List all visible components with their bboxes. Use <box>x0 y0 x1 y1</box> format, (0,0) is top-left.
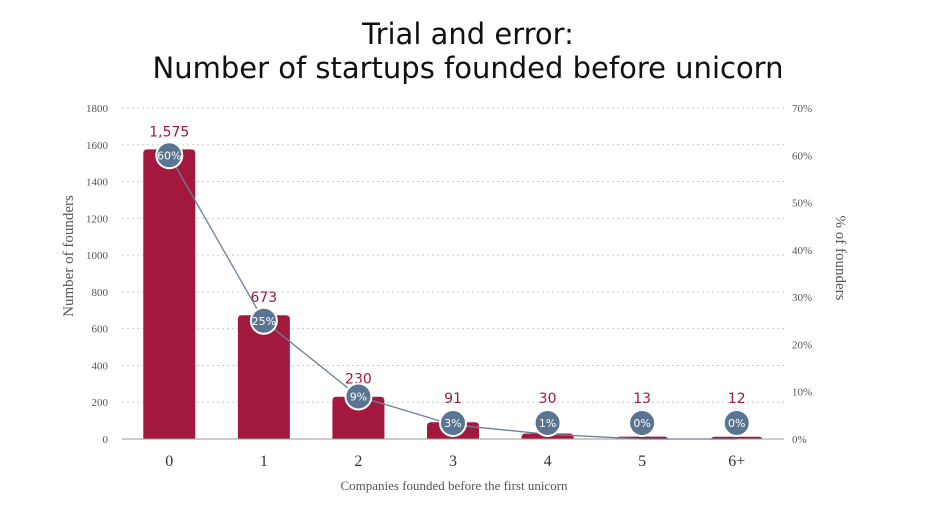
line-marker <box>722 409 751 437</box>
y-tick-label: 1600 <box>86 140 109 152</box>
bar-series: 1,575 673 230 91 30 13 12 <box>143 124 763 441</box>
x-tick-label: 4 <box>544 453 552 470</box>
marker-percent-label: 0% <box>728 417 745 430</box>
y2-axis-label: % of founders <box>832 216 848 301</box>
marker-percent-label: 25% <box>252 315 276 328</box>
y-tick-label: 1800 <box>86 103 109 115</box>
x-tick-label: 0 <box>165 453 173 470</box>
line-marker <box>628 409 657 437</box>
x-tick-label: 5 <box>638 453 646 470</box>
y2-tick-label: 10% <box>792 387 812 399</box>
y-tick-label: 200 <box>92 397 109 409</box>
line-marker <box>155 141 184 170</box>
bar-value-label: 30 <box>539 391 557 407</box>
y2-tick-label: 40% <box>792 245 812 257</box>
y-tick-label: 1400 <box>86 177 109 189</box>
chart-title-line-1: Trial and error: <box>361 17 574 51</box>
x-tick-label: 3 <box>449 453 457 470</box>
marker-percent-label: 1% <box>539 417 556 430</box>
y2-tick-label: 20% <box>792 339 812 351</box>
y2-tick-label: 70% <box>792 103 812 115</box>
y-tick-label: 1200 <box>86 213 109 225</box>
marker-percent-label: 0% <box>633 417 650 430</box>
x-tick-label: 1 <box>260 453 268 470</box>
x-axis-label: Companies founded before the first unico… <box>340 478 568 493</box>
marker-percent-label: 60% <box>157 149 181 162</box>
x-axis-ticks: 0 1 2 3 4 5 6+ <box>165 453 745 470</box>
y2-tick-label: 0% <box>792 434 807 446</box>
x-tick-label: 6+ <box>728 453 745 470</box>
bar-value-label: 12 <box>728 391 746 407</box>
bar-value-label: 91 <box>444 391 462 407</box>
y-tick-label: 600 <box>92 324 109 336</box>
bar <box>332 396 385 439</box>
marker-percent-label: 9% <box>350 390 367 403</box>
bar <box>237 315 290 439</box>
y-tick-label: 800 <box>92 287 109 299</box>
y-tick-label: 400 <box>92 360 109 372</box>
bar-value-label: 1,575 <box>149 124 189 140</box>
y2-axis-ticks: 0% 10% 20% 30% 40% 50% 60% 70% <box>792 103 812 446</box>
bar-value-label: 673 <box>250 290 277 306</box>
y2-tick-label: 30% <box>792 292 812 304</box>
line-marker <box>344 382 373 411</box>
line-series: 60% 25% 9% 3% 1% 0% 0% <box>155 141 751 440</box>
x-tick-label: 2 <box>354 453 362 470</box>
y-tick-label: 0 <box>103 434 109 446</box>
y-tick-label: 1000 <box>86 250 109 262</box>
bar-value-label: 230 <box>345 372 372 388</box>
gridlines <box>122 107 784 403</box>
chart-title-line-2: Number of startups founded before unicor… <box>153 51 784 85</box>
y2-tick-label: 60% <box>792 150 812 162</box>
line-marker <box>533 409 562 437</box>
line-marker <box>439 409 467 437</box>
bar-value-label: 13 <box>633 391 651 407</box>
y2-tick-label: 50% <box>792 198 812 210</box>
y-axis-ticks: 0 200 400 600 800 1000 1200 1400 1600 1800 <box>86 103 109 446</box>
y-axis-label: Number of founders <box>61 195 77 317</box>
line-marker <box>249 306 278 335</box>
bar <box>143 149 196 439</box>
marker-percent-label: 3% <box>444 417 461 430</box>
